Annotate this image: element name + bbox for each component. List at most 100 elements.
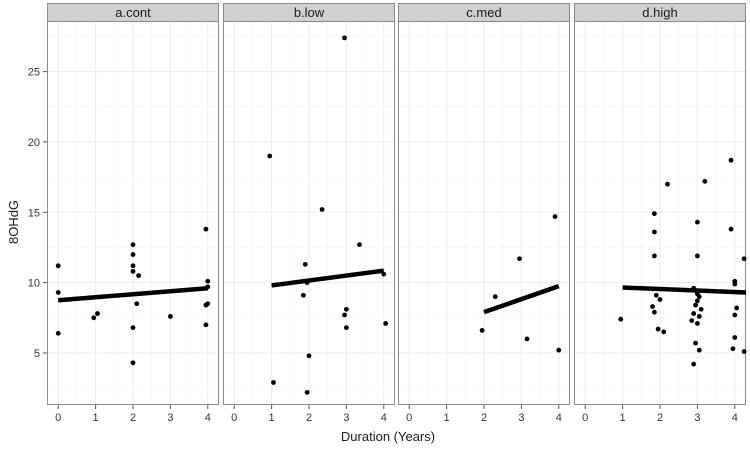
data-point bbox=[698, 306, 704, 312]
data-point bbox=[479, 328, 485, 333]
data-point bbox=[300, 292, 306, 298]
y-tick-label: 25 bbox=[28, 67, 40, 79]
data-point bbox=[556, 347, 562, 353]
panel-d.high: d.high 0 1 2 3 4 bbox=[574, 3, 747, 424]
data-point bbox=[728, 157, 734, 163]
data-point bbox=[741, 349, 747, 354]
y-tick-label: 5 bbox=[34, 348, 40, 360]
strip-label: d.high bbox=[642, 5, 677, 20]
data-point bbox=[696, 313, 702, 319]
strip-label: c.med bbox=[466, 5, 501, 20]
x-tick-label: 1 bbox=[444, 412, 450, 424]
data-point bbox=[130, 252, 136, 257]
data-point bbox=[694, 219, 700, 225]
x-axis-title: Duration (Years) bbox=[341, 429, 435, 444]
data-point bbox=[657, 297, 663, 302]
data-point bbox=[552, 214, 558, 219]
data-point bbox=[167, 313, 173, 319]
x-tick-label: 4 bbox=[556, 412, 562, 424]
data-point bbox=[136, 273, 142, 278]
data-point bbox=[651, 211, 657, 217]
data-point bbox=[203, 322, 209, 328]
fit-line bbox=[622, 285, 747, 295]
data-point bbox=[689, 318, 695, 324]
y-axis-title: 8OHdG bbox=[6, 200, 21, 244]
data-point bbox=[691, 361, 697, 367]
data-point bbox=[203, 226, 209, 232]
data-point bbox=[655, 326, 661, 332]
data-point bbox=[342, 35, 347, 41]
data-point bbox=[651, 229, 657, 235]
data-point bbox=[319, 207, 325, 212]
data-point bbox=[55, 290, 61, 295]
data-point bbox=[661, 329, 667, 335]
data-point bbox=[306, 353, 312, 359]
data-point bbox=[130, 325, 136, 331]
data-point bbox=[134, 301, 140, 307]
data-point bbox=[91, 315, 97, 321]
x-tick-label: 3 bbox=[694, 412, 700, 424]
data-point bbox=[343, 306, 349, 312]
data-point bbox=[693, 302, 698, 308]
data-point bbox=[734, 305, 740, 311]
data-point bbox=[492, 294, 498, 300]
x-tick-label: 1 bbox=[93, 412, 99, 424]
data-point bbox=[730, 346, 736, 352]
x-tick-label: 3 bbox=[167, 412, 173, 424]
x-tick-label: 0 bbox=[406, 412, 412, 424]
data-point bbox=[691, 311, 697, 316]
x-tick-label: 2 bbox=[306, 412, 312, 424]
data-point bbox=[694, 298, 700, 304]
y-tick-label: 10 bbox=[28, 278, 40, 290]
data-point bbox=[130, 360, 136, 366]
data-point bbox=[95, 311, 100, 316]
data-point bbox=[55, 263, 61, 269]
panel-a.cont: a.cont 0 1 2 3 4 bbox=[47, 3, 219, 424]
strip-background bbox=[398, 3, 570, 22]
data-point bbox=[651, 253, 657, 259]
strip-background bbox=[47, 3, 219, 22]
data-point bbox=[342, 312, 347, 318]
x-tick-label: 3 bbox=[518, 412, 524, 424]
x-tick-label: 0 bbox=[582, 412, 588, 424]
data-point bbox=[130, 242, 136, 248]
data-point bbox=[702, 178, 708, 184]
data-point bbox=[741, 256, 747, 262]
x-tick-label: 2 bbox=[481, 412, 487, 424]
x-tick-label: 1 bbox=[620, 412, 626, 424]
data-point bbox=[653, 292, 659, 298]
data-point bbox=[203, 302, 209, 308]
data-point bbox=[728, 226, 734, 232]
panel-c.med: c.med 0 1 2 3 4 bbox=[398, 3, 570, 424]
data-point bbox=[302, 261, 308, 267]
data-point bbox=[732, 281, 738, 287]
data-point bbox=[696, 347, 702, 353]
x-tick-label: 2 bbox=[657, 412, 663, 424]
strip-label: b.low bbox=[294, 5, 325, 20]
data-point bbox=[665, 181, 670, 187]
x-tick-label: 4 bbox=[381, 412, 387, 424]
data-point bbox=[732, 335, 738, 340]
data-point bbox=[732, 312, 738, 318]
y-tick-label: 15 bbox=[28, 207, 40, 219]
y-tick-label: 20 bbox=[28, 137, 40, 149]
data-point bbox=[130, 263, 136, 269]
x-tick-label: 4 bbox=[732, 412, 738, 424]
panel-b.low: b.low 0 1 2 3 4 bbox=[223, 3, 395, 424]
data-point bbox=[357, 242, 362, 248]
data-point bbox=[694, 253, 700, 259]
x-tick-label: 2 bbox=[130, 412, 136, 424]
fit-line bbox=[58, 286, 208, 303]
data-point bbox=[650, 304, 655, 309]
data-point bbox=[693, 340, 698, 346]
x-tick-label: 4 bbox=[205, 412, 211, 424]
data-point bbox=[517, 256, 522, 262]
strip-label: a.cont bbox=[115, 5, 151, 20]
data-point bbox=[55, 330, 61, 336]
data-point bbox=[618, 316, 624, 322]
data-point bbox=[130, 268, 136, 274]
data-point bbox=[271, 380, 276, 385]
x-tick-label: 3 bbox=[343, 412, 349, 424]
fit-line bbox=[271, 268, 385, 288]
